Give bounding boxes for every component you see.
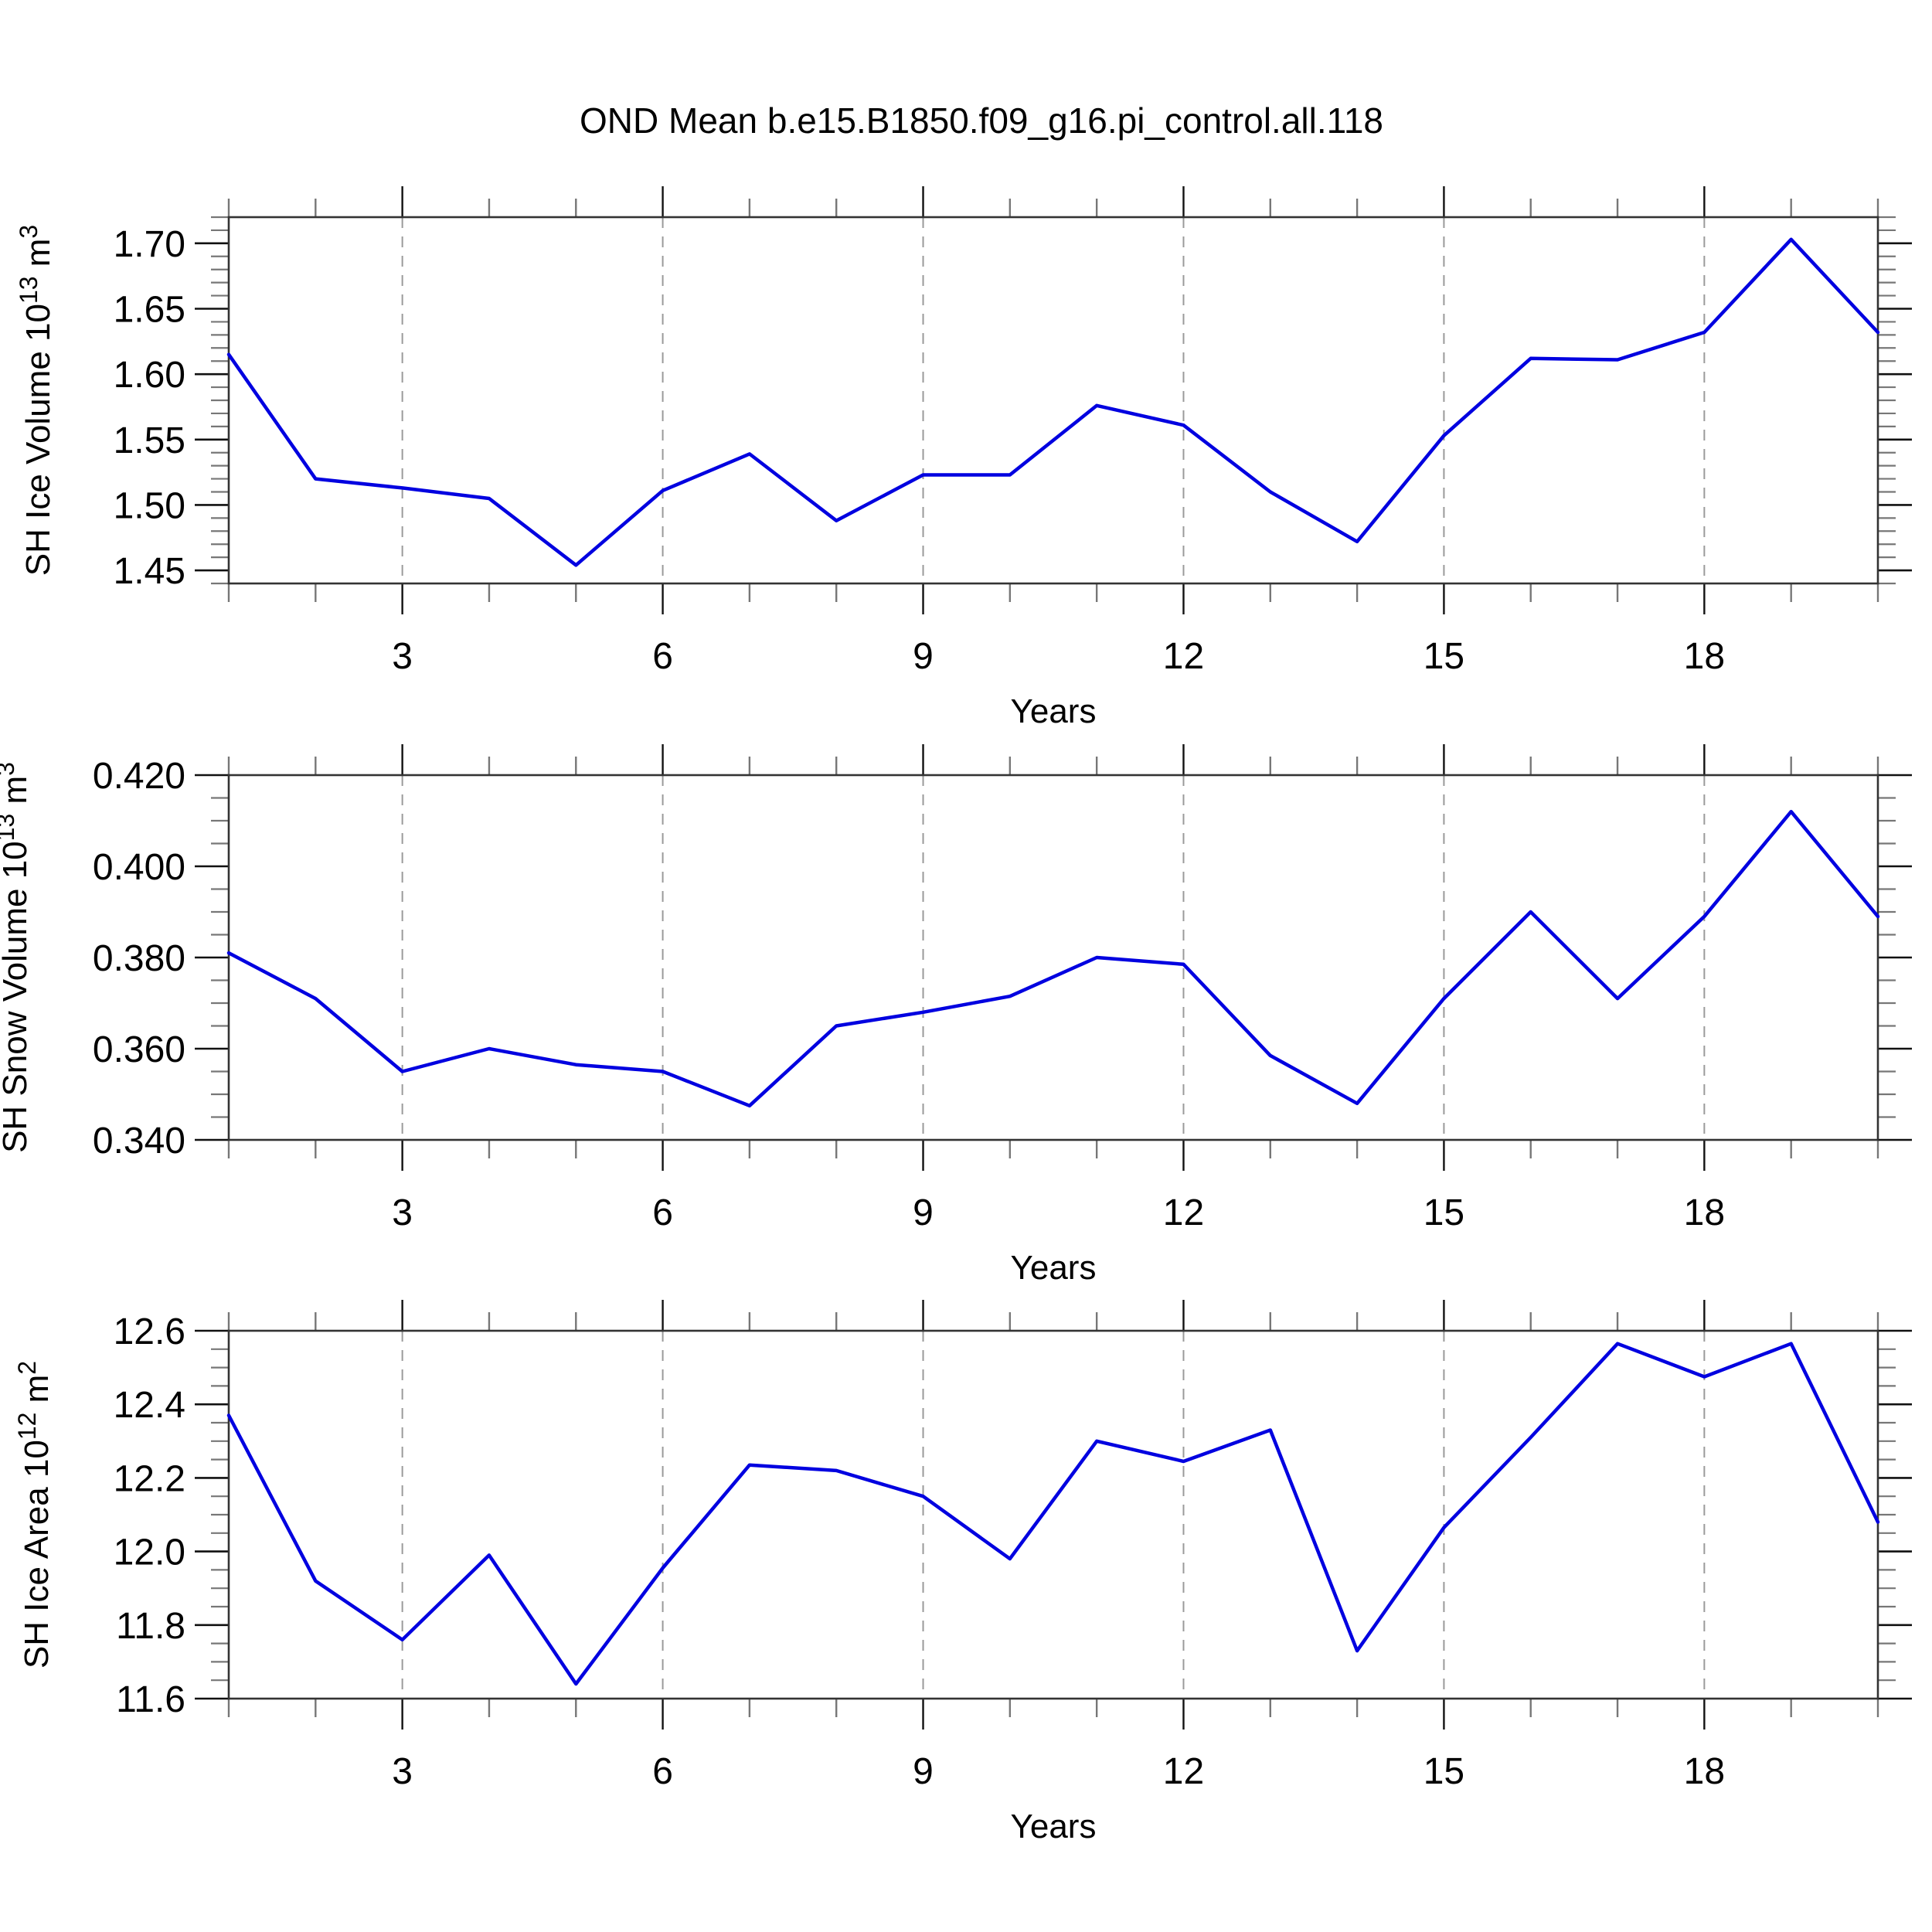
y-tick-label-12.4: 12.4	[114, 1385, 185, 1426]
y-tick-label-0.420: 0.420	[93, 756, 185, 797]
y-tick-label-12.2: 12.2	[114, 1458, 185, 1499]
y-tick-label-1.45: 1.45	[114, 551, 185, 592]
series-line	[226, 237, 1880, 567]
figure-title: OND Mean b.e15.B1850.f09_g16.pi_control.…	[580, 100, 1383, 141]
y-tick-label-12.6: 12.6	[114, 1311, 185, 1352]
chart-2-sh-snow-volume: 0.340 0.360 0.380 0.400 0.420 3 6 9 12 15 18 Years S…	[0, 744, 1912, 1287]
x-tick-label-18: 18	[1684, 636, 1725, 677]
y-tick-label-12.0: 12.0	[114, 1532, 185, 1573]
y-tick-label-0.400: 0.400	[93, 847, 185, 888]
x-tick-label-12: 12	[1163, 1192, 1204, 1233]
x-tick-label-9: 9	[913, 1751, 934, 1792]
x-axis-label: Years	[1011, 1249, 1097, 1287]
y-tick-label-0.380: 0.380	[93, 938, 185, 979]
x-tick-label-6: 6	[652, 1751, 673, 1792]
x-tick-label-12: 12	[1163, 1751, 1204, 1792]
x-tick-label-15: 15	[1423, 1751, 1464, 1792]
x-tick-label-18: 18	[1684, 1192, 1725, 1233]
y-tick-label-1.70: 1.70	[114, 224, 185, 265]
y-tick-label-1.50: 1.50	[114, 485, 185, 526]
x-tick-label-9: 9	[913, 1192, 934, 1233]
y-tick-label-11.6: 11.6	[116, 1679, 185, 1720]
y-tick-label-1.65: 1.65	[114, 290, 185, 331]
x-tick-label-3: 3	[392, 636, 413, 677]
y-tick-label-11.8: 11.8	[116, 1606, 185, 1647]
y-axis-label: SH Ice Volume 1013 m3	[15, 225, 57, 576]
y-tick-label-1.60: 1.60	[114, 355, 185, 396]
plot-frame	[227, 216, 1879, 585]
x-tick-label-15: 15	[1423, 636, 1464, 677]
x-tick-label-3: 3	[392, 1192, 413, 1233]
plot-frame	[227, 1329, 1879, 1700]
x-tick-label-3: 3	[392, 1751, 413, 1792]
y-axis-label: SH Ice Area 1012 m2	[13, 1361, 56, 1668]
chart-3-sh-ice-area: 11.6 11.8 12.0 12.2 12.4 12.6 3 6 9 12 15 18 Years SH…	[13, 1300, 1912, 1845]
series-line	[226, 1342, 1880, 1686]
series-line	[226, 809, 1880, 1108]
chart-1-sh-ice-volume: 1.45 1.50 1.55 1.60 1.65 1.70 3 6 9 12 15 18 Years SH…	[15, 186, 1912, 730]
x-tick-label-6: 6	[652, 1192, 673, 1233]
x-tick-label-18: 18	[1684, 1751, 1725, 1792]
charts-root: 1.45 1.50 1.55 1.60 1.65 1.70 3 6 9 12 15 18 Years SH…	[0, 186, 1912, 1845]
x-tick-label-12: 12	[1163, 636, 1204, 677]
x-tick-label-15: 15	[1423, 1192, 1464, 1233]
y-tick-label-0.340: 0.340	[93, 1121, 185, 1162]
y-tick-label-1.55: 1.55	[114, 420, 185, 461]
y-axis-label: SH Snow Volume 1013 m3	[0, 762, 34, 1153]
plot-frame	[227, 774, 1879, 1141]
x-tick-label-6: 6	[652, 636, 673, 677]
x-tick-label-9: 9	[913, 636, 934, 677]
x-axis-label: Years	[1011, 692, 1097, 730]
x-axis-label: Years	[1011, 1808, 1097, 1845]
y-tick-label-0.360: 0.360	[93, 1029, 185, 1070]
